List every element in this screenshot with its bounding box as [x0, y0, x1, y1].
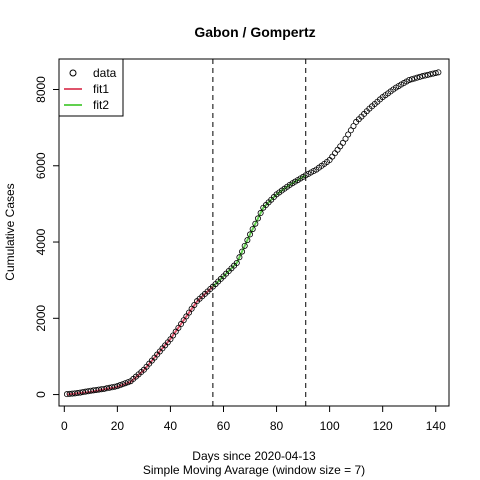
fit1-line: [66, 285, 214, 396]
data-point: [233, 260, 240, 267]
chart-title: Gabon / Gompertz: [194, 24, 315, 40]
data-point: [114, 383, 121, 390]
x-tick-label: 120: [373, 419, 393, 433]
data-point: [347, 127, 354, 134]
data-point: [124, 379, 131, 386]
y-tick-label: 8000: [34, 76, 48, 103]
x-tick-label: 20: [111, 419, 125, 433]
data-point: [416, 73, 423, 80]
x-tick-label: 100: [320, 419, 340, 433]
legend-point-icon: [69, 69, 77, 77]
data-point: [408, 76, 415, 83]
y-axis: 0 2000 4000 6000 8000: [34, 76, 60, 398]
data-point: [252, 220, 259, 227]
reference-lines: [212, 59, 307, 406]
data-point: [432, 69, 439, 76]
data-point: [345, 131, 352, 138]
legend-label-fit2: fit2: [93, 98, 109, 112]
data-point: [350, 123, 357, 130]
x-tick-label: 0: [61, 419, 68, 433]
data-point: [117, 382, 124, 389]
data-point: [329, 153, 336, 160]
data-point: [244, 237, 251, 244]
data-point: [241, 242, 248, 249]
data-points: [63, 69, 442, 398]
data-point: [411, 75, 418, 82]
x-tick-label: 80: [270, 419, 284, 433]
data-point: [435, 69, 442, 76]
x-tick-label: 60: [217, 419, 231, 433]
y-axis-label: Cumulative Cases: [3, 183, 17, 280]
legend: data fit1 fit2: [58, 58, 124, 117]
x-tick-label: 140: [426, 419, 446, 433]
y-tick-label: 6000: [34, 152, 48, 179]
data-point: [249, 226, 256, 233]
data-point: [406, 76, 413, 83]
x-tick-label: 40: [164, 419, 178, 433]
legend-box: [58, 58, 124, 117]
data-point: [111, 383, 118, 390]
data-point: [247, 231, 254, 238]
y-tick-label: 2000: [34, 305, 48, 332]
fit-lines: [66, 174, 307, 396]
y-tick-label: 0: [34, 391, 48, 398]
data-point: [414, 74, 421, 81]
data-point: [337, 143, 344, 150]
data-point: [254, 215, 261, 222]
data-point: [334, 146, 341, 153]
data-point: [331, 150, 338, 157]
legend-label-fit1: fit1: [93, 82, 109, 96]
data-point: [257, 210, 264, 217]
data-point: [339, 139, 346, 146]
x-axis: 0 20 40 60 80 100 120 140: [61, 405, 446, 433]
legend-label-data: data: [93, 66, 117, 80]
x-axis-label: Days since 2020-04-13: [192, 449, 316, 463]
data-point: [122, 380, 129, 387]
data-point: [239, 248, 246, 255]
data-point: [342, 135, 349, 142]
x-axis-sublabel: Simple Moving Avarage (window size = 7): [143, 463, 365, 477]
data-point: [236, 254, 243, 261]
data-point: [119, 381, 126, 388]
y-tick-label: 4000: [34, 228, 48, 255]
